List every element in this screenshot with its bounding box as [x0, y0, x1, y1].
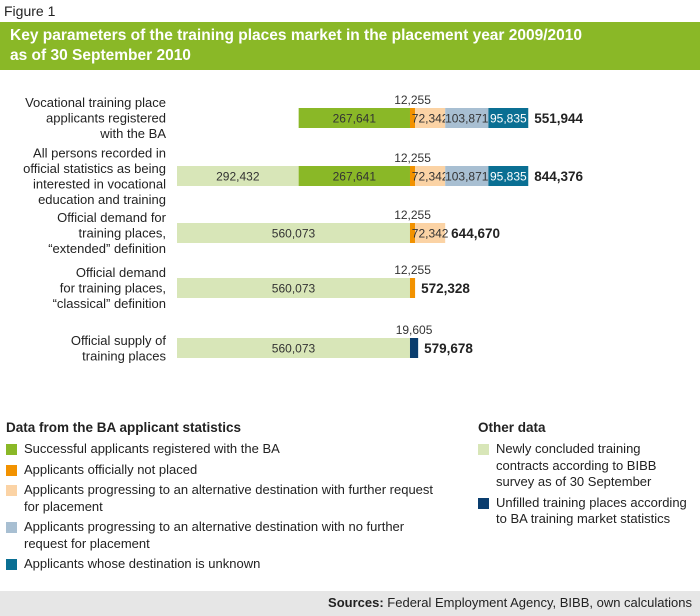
data-label: 292,432 [216, 170, 260, 184]
legend-ba-swatch [6, 522, 17, 533]
legend-other-swatch [478, 444, 489, 455]
bar-segment-alt_further [415, 166, 446, 186]
category-label: with the BA [99, 126, 166, 141]
bar-segment-alt_further [415, 108, 446, 128]
data-label: 95,835 [490, 170, 527, 184]
legend-ba-item: Successful applicants registered with th… [6, 441, 446, 458]
title-line-2: as of 30 September 2010 [10, 47, 191, 64]
category-label: Official demand [76, 265, 166, 280]
data-label: 103,871 [445, 170, 489, 184]
data-label: 12,255 [394, 208, 431, 222]
legend-ba-label: Applicants officially not placed [24, 461, 198, 477]
legend-ba-item: Applicants progressing to an alternative… [6, 519, 446, 552]
total-label: 551,944 [534, 111, 583, 126]
sources-text: Federal Employment Agency, BIBB, own cal… [383, 595, 692, 610]
legend-ba-item: Applicants whose destination is unknown [6, 556, 446, 573]
sources-bar: Sources: Federal Employment Agency, BIBB… [0, 591, 700, 616]
bar-segment-successful [298, 166, 410, 186]
chart-title: Key parameters of the training places ma… [0, 22, 700, 70]
total-label: 644,670 [451, 226, 500, 241]
category-label: “classical” definition [53, 296, 166, 311]
total-label: 844,376 [534, 169, 583, 184]
legend-other-items: Newly concluded training contracts accor… [478, 441, 693, 528]
data-label: 103,871 [445, 112, 489, 126]
data-label: 95,835 [490, 112, 527, 126]
legend-ba-label: Successful applicants registered with th… [24, 441, 280, 456]
data-label: 12,255 [394, 151, 431, 165]
data-label: 12,255 [394, 263, 431, 277]
legend-other-item: Unfilled training places according to BA… [478, 495, 693, 528]
legend-ba-item: Applicants officially not placed [6, 462, 446, 479]
data-label: 560,073 [272, 282, 316, 296]
legend-ba-label: Applicants progressing to an alternative… [24, 519, 405, 551]
sources-label: Sources: [328, 595, 384, 610]
category-label: training places, [79, 226, 166, 241]
legend-other-label: Unfilled training places according to BA… [496, 494, 687, 527]
bar-segment-alt_no_further [445, 108, 489, 128]
bar-segment-not_placed [409, 166, 416, 186]
legend-other-data: Other data Newly concluded training cont… [478, 420, 693, 532]
legend-ba-label: Applicants progressing to an alternative… [24, 482, 434, 514]
figure-label: Figure 1 [4, 3, 56, 19]
category-label: applicants registered [46, 111, 166, 126]
legend-other-label: Newly concluded training contracts accor… [496, 441, 657, 489]
bar-segment-unknown [488, 166, 529, 186]
legend-ba-label: Applicants whose destination is unknown [24, 556, 261, 571]
bar-segment-successful [298, 108, 410, 128]
bar-segment-new_contracts [177, 166, 299, 186]
bar-segment-new_contracts [177, 278, 410, 298]
legend-other-heading: Other data [478, 420, 546, 435]
bar-segment-not_placed [409, 108, 416, 128]
bar-segment-unknown [488, 108, 529, 128]
category-label: Official demand for [57, 210, 167, 225]
legend-ba-heading: Data from the BA applicant statistics [6, 420, 242, 435]
data-label: 72,342 [412, 170, 449, 184]
legend-ba-items: Successful applicants registered with th… [6, 441, 446, 573]
legend-ba-swatch [6, 464, 17, 476]
total-label: 579,678 [424, 341, 473, 356]
bar-segment-new_contracts [177, 338, 410, 358]
category-label: training places [82, 348, 166, 363]
category-label: education and training [38, 192, 166, 207]
category-label: interested in vocational [33, 176, 166, 191]
category-label: for training places, [60, 281, 166, 296]
bar-segment-unfilled [409, 338, 419, 358]
bar-segment-not_placed [409, 278, 416, 298]
category-label: Vocational training place [25, 95, 166, 110]
bar-segment-alt_further [415, 223, 446, 243]
legend-ba-item: Applicants progressing to an alternative… [6, 482, 446, 515]
data-label: 267,641 [333, 112, 377, 126]
legend-ba-swatch [6, 485, 17, 496]
legend-other-swatch [478, 497, 489, 509]
bar-segment-alt_no_further [445, 166, 489, 186]
legend-ba-swatch [6, 444, 17, 455]
data-label: 560,073 [272, 227, 316, 241]
bar-segment-not_placed [409, 223, 416, 243]
category-label: All persons recorded in [33, 145, 166, 160]
data-label: 72,342 [412, 112, 449, 126]
data-label: 19,605 [396, 323, 433, 337]
data-label: 267,641 [333, 170, 377, 184]
bar-segment-new_contracts [177, 223, 410, 243]
category-label: official statistics as being [23, 161, 166, 176]
legend-other-item: Newly concluded training contracts accor… [478, 441, 693, 491]
data-label: 72,342 [412, 227, 449, 241]
category-label: Official supply of [71, 333, 167, 348]
data-label: 560,073 [272, 342, 316, 356]
category-label: “extended” definition [48, 241, 166, 256]
total-label: 572,328 [421, 281, 470, 296]
title-line-1: Key parameters of the training places ma… [10, 27, 583, 44]
legend-ba-swatch [6, 559, 17, 570]
legend-ba-statistics: Data from the BA applicant statistics Su… [6, 420, 446, 577]
data-label: 12,255 [394, 93, 431, 107]
